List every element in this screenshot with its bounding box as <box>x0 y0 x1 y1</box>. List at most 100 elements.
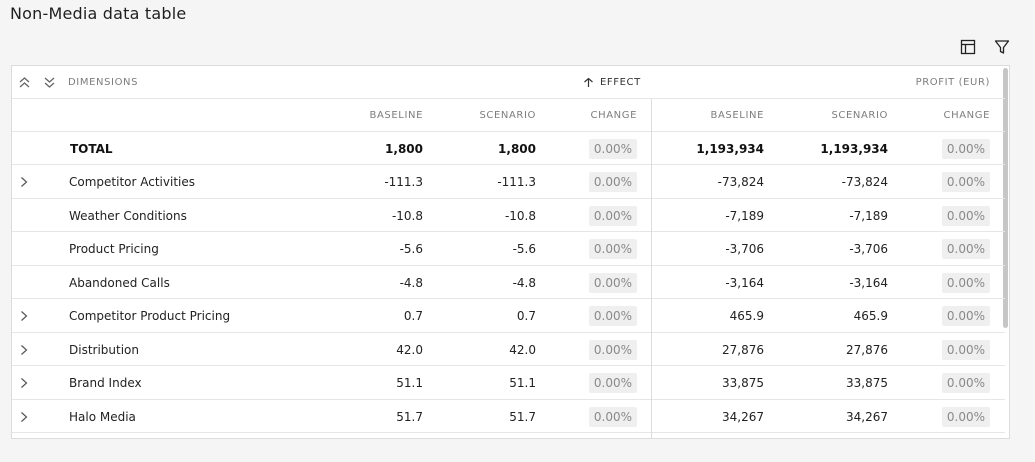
table-scrollbar[interactable] <box>1003 68 1008 328</box>
effect-change-value: 0.00% <box>588 233 637 266</box>
profit-baseline-value: 33,875 <box>722 376 764 390</box>
table-row[interactable]: TOTAL 1,800 1,800 0.00% 1,193,934 1,193,… <box>12 132 1005 165</box>
expand-chevron-icon[interactable] <box>17 400 31 433</box>
change-badge: 0.00% <box>588 406 637 427</box>
effect-baseline-value: 1,800 <box>385 141 423 156</box>
table-row[interactable]: Product Pricing -5.6 -5.6 0.00% -3,706 -… <box>12 233 1005 266</box>
expand-chevron-icon[interactable] <box>17 367 31 400</box>
table-sub-header: BASELINE SCENARIO CHANGE BASELINE SCENAR… <box>12 99 1005 132</box>
table-columns-icon[interactable] <box>959 38 977 56</box>
row-dimension-name: Distribution <box>69 342 140 357</box>
profit-change-value: 0.00% <box>941 333 990 366</box>
profit-header: PROFIT (EUR) <box>915 77 990 88</box>
table-row[interactable]: Competitor Activities -111.3 -111.3 0.00… <box>12 166 1005 199</box>
effect-baseline-value: 51.7 <box>396 409 423 424</box>
effect-change-value: 0.00% <box>588 199 637 232</box>
profit-baseline-value: -7,189 <box>725 208 764 223</box>
row-dimension-name: Competitor Product Pricing <box>69 309 231 323</box>
effect-sort-header[interactable]: EFFECT <box>583 66 641 99</box>
table-row[interactable]: Distribution 42.0 42.0 0.00% 27,876 27,8… <box>12 333 1005 366</box>
sort-ascending-icon <box>584 77 593 87</box>
effect-scenario-value: 0.7 <box>516 309 536 323</box>
change-badge: 0.00% <box>941 306 990 326</box>
profit-scenario-value: -3,706 <box>849 242 888 256</box>
effect-change-value: 0.00% <box>588 166 637 199</box>
effect-scenario-value: 1,800 <box>498 141 536 156</box>
row-dimension-name: Brand Index <box>69 376 142 390</box>
change-badge: 0.00% <box>941 172 990 192</box>
expand-all-icon[interactable] <box>43 76 56 89</box>
table-toolbar <box>959 38 1011 56</box>
change-badge: 0.00% <box>588 239 637 259</box>
profit-change-value: 0.00% <box>941 199 990 232</box>
table-row[interactable]: Competitor Product Pricing 0.7 0.7 0.00%… <box>12 300 1005 333</box>
profit-baseline-value: 465.9 <box>729 309 764 323</box>
profit-change-value: 0.00% <box>941 300 990 333</box>
change-badge: 0.00% <box>941 339 990 360</box>
effect-scenario-value: -4.8 <box>512 275 536 290</box>
table-row[interactable]: Weather Conditions -10.8 -10.8 0.00% -7,… <box>12 199 1005 232</box>
profit-scenario-value: -3,164 <box>849 275 888 290</box>
row-dimension-name: Competitor Activities <box>69 175 195 189</box>
effect-scenario-header: SCENARIO <box>479 110 536 121</box>
effect-scenario-value: -111.3 <box>497 175 536 189</box>
effect-baseline-value: 51.1 <box>396 376 423 390</box>
profit-change-value: 0.00% <box>941 367 990 400</box>
profit-baseline-value: -3,164 <box>725 275 764 290</box>
effect-scenario-value: 51.1 <box>509 376 536 390</box>
collapse-controls <box>18 66 56 99</box>
profit-change-value: 0.00% <box>941 233 990 266</box>
profit-baseline-value: 27,876 <box>722 342 764 357</box>
effect-change-value: 0.00% <box>588 132 637 165</box>
expand-chevron-icon[interactable] <box>17 166 31 199</box>
profit-scenario-value: 34,267 <box>846 409 888 424</box>
effect-change-value: 0.00% <box>588 367 637 400</box>
profit-change-header: CHANGE <box>943 110 990 121</box>
change-badge: 0.00% <box>588 272 637 293</box>
profit-scenario-value: -7,189 <box>849 208 888 223</box>
change-badge: 0.00% <box>941 272 990 293</box>
profit-change-value: 0.00% <box>941 400 990 433</box>
effect-change-value: 0.00% <box>588 266 637 299</box>
table-row[interactable]: Abandoned Calls -4.8 -4.8 0.00% -3,164 -… <box>12 266 1005 299</box>
profit-scenario-value: 27,876 <box>846 342 888 357</box>
row-dimension-name: Product Pricing <box>69 242 159 256</box>
change-badge: 0.00% <box>588 373 637 393</box>
row-dimension-name: Halo Media <box>69 409 136 424</box>
expand-chevron-icon[interactable] <box>17 300 31 333</box>
profit-baseline-value: 34,267 <box>722 409 764 424</box>
profit-change-value: 0.00% <box>941 266 990 299</box>
effect-scenario-value: -10.8 <box>504 208 536 223</box>
effect-baseline-value: 42.0 <box>396 342 423 357</box>
change-badge: 0.00% <box>588 172 637 192</box>
profit-change-value: 0.00% <box>941 132 990 165</box>
row-dimension-name: TOTAL <box>70 141 113 156</box>
effect-header-label: EFFECT <box>600 77 641 88</box>
change-badge: 0.00% <box>588 205 637 226</box>
filter-icon[interactable] <box>993 38 1011 56</box>
profit-baseline-value: 1,193,934 <box>696 141 764 156</box>
profit-scenario-value: 1,193,934 <box>820 141 888 156</box>
effect-baseline-value: -5.6 <box>399 242 423 256</box>
profit-scenario-value: 465.9 <box>853 309 888 323</box>
profit-baseline-header: BASELINE <box>710 110 764 121</box>
page-title: Non-Media data table <box>10 4 187 23</box>
effect-scenario-value: 42.0 <box>509 342 536 357</box>
profit-change-value: 0.00% <box>941 166 990 199</box>
table-group-header: DIMENSIONS EFFECT PROFIT (EUR) <box>12 66 1005 99</box>
effect-scenario-value: -5.6 <box>512 242 536 256</box>
profit-baseline-value: -73,824 <box>717 175 764 189</box>
column-group-divider <box>651 99 652 438</box>
effect-change-value: 0.00% <box>588 400 637 433</box>
change-badge: 0.00% <box>588 138 637 159</box>
effect-baseline-value: -10.8 <box>391 208 423 223</box>
dimensions-header: DIMENSIONS <box>68 77 139 88</box>
change-badge: 0.00% <box>941 138 990 159</box>
expand-chevron-icon[interactable] <box>17 333 31 366</box>
effect-change-header: CHANGE <box>590 110 637 121</box>
collapse-all-icon[interactable] <box>18 76 31 89</box>
table-row[interactable]: Brand Index 51.1 51.1 0.00% 33,875 33,87… <box>12 367 1005 400</box>
effect-scenario-value: 51.7 <box>509 409 536 424</box>
effect-baseline-value: -111.3 <box>384 175 423 189</box>
table-row[interactable]: Halo Media 51.7 51.7 0.00% 34,267 34,267… <box>12 400 1005 433</box>
